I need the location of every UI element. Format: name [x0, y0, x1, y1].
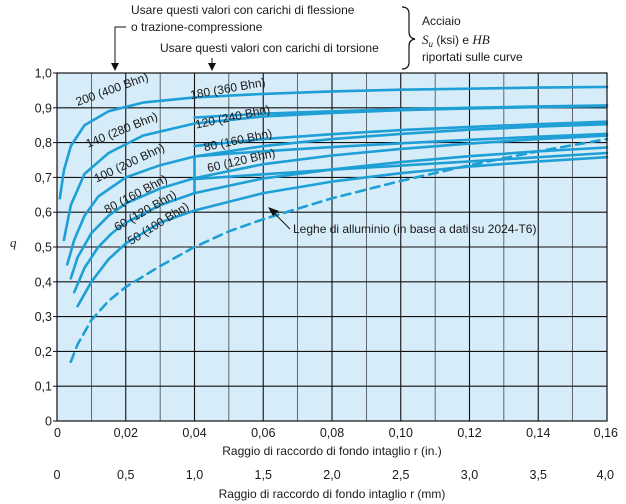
x-tick-label: 0 [54, 426, 61, 440]
x-tick-label-mm: 1,5 [255, 468, 272, 482]
y-tick-label: 0,4 [35, 275, 52, 289]
y-tick-label: 0 [45, 415, 52, 429]
series-bending-4 [72, 146, 609, 294]
y-axis-label: q [10, 235, 17, 250]
series-torsion-7 [193, 120, 609, 148]
y-tick-label: 0,3 [35, 310, 52, 324]
series-torsion-6 [193, 104, 609, 119]
y-tick-label: 0,8 [35, 136, 52, 150]
x-tick-label: 0,10 [389, 426, 413, 440]
steel-title: Acciaio [422, 14, 461, 28]
annotation-torsion: Usare questi valori con carichi di torsi… [160, 41, 379, 55]
x-tick-label-mm: 2,5 [392, 468, 409, 482]
x-tick-label-mm: 0,5 [117, 468, 134, 482]
steel-subtitle: riportati sulle curve [422, 50, 523, 64]
y-tick-label: 0,5 [35, 241, 52, 255]
x-axis-label-mm: Raggio di raccordo di fondo intaglio r (… [219, 487, 446, 501]
aluminum-pointer [272, 211, 291, 230]
x-tick-label: 0,06 [251, 426, 275, 440]
x-tick-label: 0,04 [182, 426, 206, 440]
series-bending-0 [58, 85, 609, 200]
bending-pointer [114, 26, 126, 70]
aluminum-arrowhead [268, 207, 279, 216]
x-tick-label-mm: 3,5 [530, 468, 547, 482]
x-tick-label-mm: 2,0 [323, 468, 340, 482]
x-tick-label: 0,12 [457, 426, 481, 440]
y-tick-label: 0,9 [35, 101, 52, 115]
x-tick-label: 0,02 [114, 426, 138, 440]
x-tick-label: 0,16 [594, 426, 618, 440]
steel-su-subscript: u [429, 39, 434, 49]
steel-units: (ksi) e [433, 33, 472, 47]
annotation-bending-2: o trazione-compressione [131, 20, 263, 34]
x-tick-label-mm: 3,0 [461, 468, 478, 482]
y-tick-label: 0,1 [35, 380, 52, 394]
y-tick-labels: 0 0,1 0,2 0,3 0,4 0,5 0,6 0,7 0,8 0,9 1,0 [35, 67, 57, 429]
x-tick-labels: 0 0,02 0,04 0,06 0,08 0,10 0,12 0,14 0,16 [54, 426, 618, 440]
annotation-aluminum: Leghe di alluminio (in base a dati su 20… [293, 222, 536, 236]
series-aluminum-10 [69, 137, 609, 364]
x-axis-label-in: Raggio di raccordo di fondo intaglio r (… [222, 444, 441, 458]
x-tick-label-mm: 0 [54, 468, 61, 482]
y-tick-label: 0,6 [35, 206, 52, 220]
x-tick-label: 0,08 [320, 426, 344, 440]
series-torsion-9 [193, 151, 609, 181]
y-tick-label: 1,0 [35, 67, 52, 81]
series-torsion-8 [193, 132, 609, 158]
x-tick-label-mm: 1,0 [186, 468, 203, 482]
steel-hb: HB [471, 32, 489, 47]
series-layer [58, 85, 609, 364]
y-tick-label: 0,7 [35, 171, 52, 185]
torsion-arrowhead [208, 63, 216, 71]
steel-legend: Su (ksi) e HB [422, 32, 490, 49]
bending-arrowhead [111, 63, 119, 71]
x-tick-label: 0,14 [526, 426, 550, 440]
steel-su-symbol: S [422, 32, 429, 47]
x-tick-labels-mm: 0 0,5 1,0 1,5 2,0 2,5 3,0 3,5 4,0 [54, 468, 615, 482]
series-bending-5 [76, 155, 609, 308]
annotation-bending-1: Usare questi valori con carichi di fless… [131, 3, 355, 17]
y-tick-label: 0,2 [35, 345, 52, 359]
brace [401, 6, 416, 70]
x-tick-label-mm: 4,0 [597, 468, 614, 482]
